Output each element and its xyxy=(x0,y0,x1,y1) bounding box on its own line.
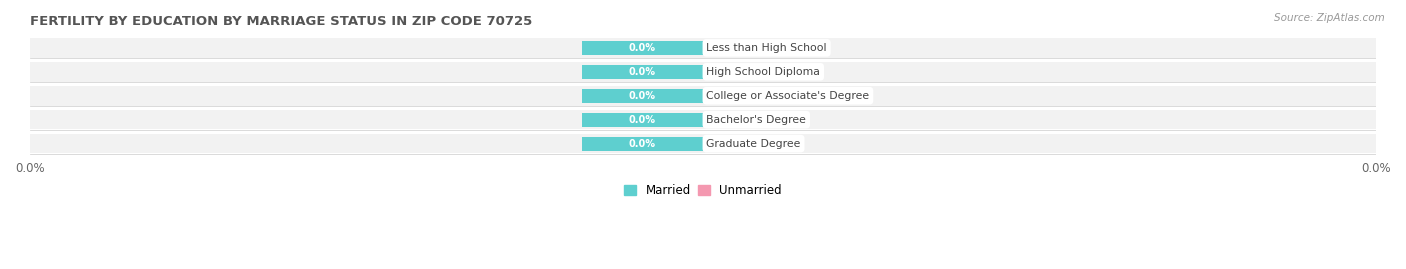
Bar xyxy=(582,89,783,103)
Bar xyxy=(30,62,1376,82)
Text: College or Associate's Degree: College or Associate's Degree xyxy=(706,91,869,101)
Text: High School Diploma: High School Diploma xyxy=(706,67,820,77)
Bar xyxy=(30,110,1376,129)
Text: 0.0%: 0.0% xyxy=(628,67,657,77)
Bar xyxy=(582,113,703,127)
Text: 0.0%: 0.0% xyxy=(730,115,756,125)
Text: 0.0%: 0.0% xyxy=(628,115,657,125)
Bar xyxy=(703,65,783,79)
Text: 0.0%: 0.0% xyxy=(730,139,756,148)
Bar xyxy=(582,137,783,151)
Bar xyxy=(30,86,1376,105)
Text: Source: ZipAtlas.com: Source: ZipAtlas.com xyxy=(1274,13,1385,23)
Text: 0.0%: 0.0% xyxy=(628,139,657,148)
Bar xyxy=(582,41,783,55)
Text: 0.0%: 0.0% xyxy=(628,91,657,101)
Text: FERTILITY BY EDUCATION BY MARRIAGE STATUS IN ZIP CODE 70725: FERTILITY BY EDUCATION BY MARRIAGE STATU… xyxy=(30,15,531,28)
Text: Less than High School: Less than High School xyxy=(706,43,827,53)
Bar xyxy=(703,113,783,127)
Text: 0.0%: 0.0% xyxy=(730,91,756,101)
Bar xyxy=(703,41,783,55)
Legend: Married, Unmarried: Married, Unmarried xyxy=(620,180,786,202)
Text: Bachelor's Degree: Bachelor's Degree xyxy=(706,115,806,125)
Bar xyxy=(582,65,703,79)
Bar xyxy=(582,89,703,103)
Bar xyxy=(703,137,783,151)
Bar xyxy=(703,89,783,103)
Bar xyxy=(30,38,1376,58)
Bar xyxy=(30,134,1376,153)
Bar xyxy=(582,113,783,127)
Text: 0.0%: 0.0% xyxy=(628,43,657,53)
Text: Graduate Degree: Graduate Degree xyxy=(706,139,801,148)
Text: 0.0%: 0.0% xyxy=(730,67,756,77)
Bar xyxy=(582,137,703,151)
Bar xyxy=(582,65,783,79)
Bar xyxy=(582,41,703,55)
Text: 0.0%: 0.0% xyxy=(730,43,756,53)
